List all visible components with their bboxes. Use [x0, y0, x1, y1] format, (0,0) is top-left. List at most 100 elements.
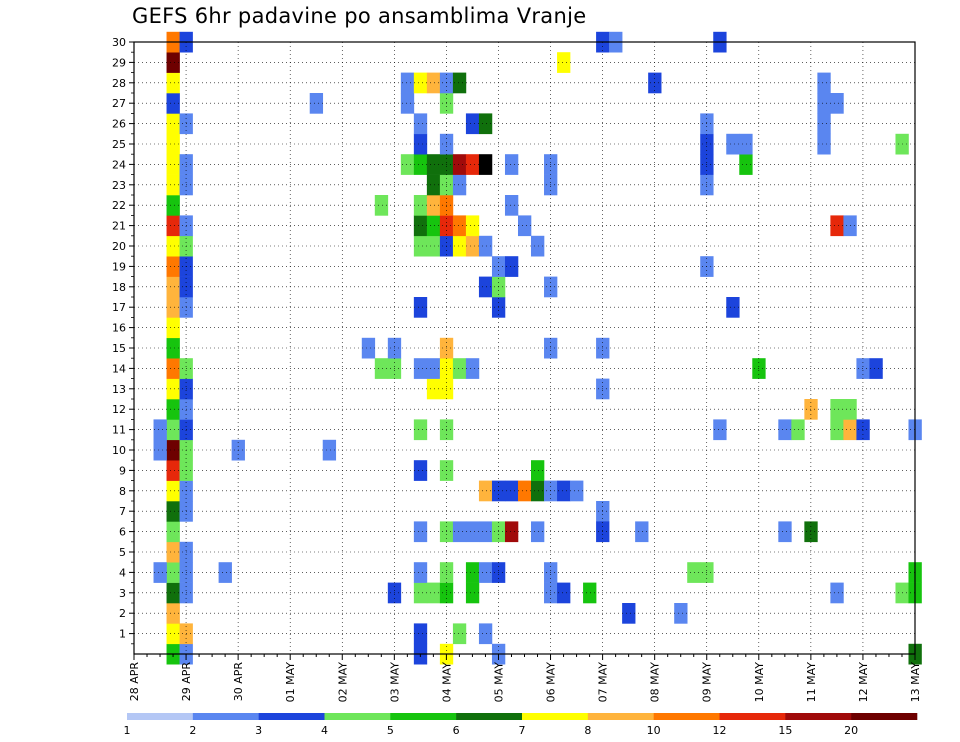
- heatmap-cell: [413, 562, 428, 583]
- heatmap-cell: [426, 72, 441, 94]
- heatmap-cell: [413, 113, 428, 135]
- heatmap-cell: [322, 439, 337, 461]
- heatmap-cell: [452, 215, 467, 237]
- y-tick-label: 1: [119, 628, 126, 641]
- heatmap-cell: [426, 378, 441, 400]
- heatmap-cell: [426, 195, 441, 216]
- heatmap-cell: [166, 603, 180, 624]
- heatmap-cell: [804, 521, 818, 543]
- y-tick-label: 28: [112, 77, 126, 90]
- heatmap-cell: [452, 72, 467, 94]
- y-axis-ticks: 1234567891011121314151617181920212223242…: [112, 36, 134, 665]
- x-tick-label: 04 MAY: [440, 662, 453, 703]
- heatmap-cell: [478, 276, 493, 298]
- y-tick-label: 2: [119, 607, 126, 620]
- colorbar-label: 4: [321, 724, 328, 737]
- heatmap-cell: [778, 419, 792, 441]
- heatmap-cell: [817, 72, 831, 94]
- colorbar-swatch: [522, 713, 589, 720]
- heatmap-cell: [413, 195, 428, 216]
- heatmap-cell: [856, 419, 870, 441]
- heatmap-cell: [687, 562, 701, 583]
- x-tick-label: 02 MAY: [336, 662, 349, 703]
- heatmap-cell: [583, 582, 597, 604]
- axes: [133, 41, 916, 655]
- heatmap-cell: [478, 154, 493, 175]
- y-tick-label: 19: [112, 260, 126, 273]
- heatmap-cell: [166, 174, 180, 196]
- heatmap-cell: [153, 439, 167, 461]
- heatmap-cell: [166, 317, 180, 339]
- x-tick-label: 06 MAY: [545, 662, 558, 703]
- heatmap-cell: [400, 154, 415, 175]
- heatmap-cell: [374, 195, 389, 216]
- heatmap-cell: [361, 337, 376, 359]
- heatmap-cell: [478, 113, 493, 135]
- heatmap-cell: [531, 460, 545, 481]
- y-tick-label: 3: [119, 587, 126, 600]
- heatmap-cell: [504, 521, 519, 543]
- y-tick-label: 9: [119, 464, 126, 477]
- heatmap-cell: [869, 358, 883, 379]
- heatmap-cell: [517, 215, 532, 237]
- heatmap-cell: [413, 419, 428, 441]
- x-tick-label: 30 APR: [232, 662, 245, 702]
- heatmap-cell: [465, 215, 480, 237]
- y-tick-label: 15: [112, 342, 126, 355]
- heatmap-cell: [830, 419, 844, 441]
- heatmap-cell: [804, 399, 818, 420]
- colorbar-swatch: [719, 713, 786, 720]
- x-tick-label: 07 MAY: [597, 662, 610, 703]
- heatmap-cell: [374, 358, 389, 379]
- y-tick-label: 23: [112, 179, 126, 192]
- x-tick-label: 05 MAY: [492, 662, 505, 703]
- colorbar-swatch: [390, 713, 457, 720]
- y-tick-label: 8: [119, 485, 126, 498]
- heatmap-cell: [504, 480, 519, 502]
- heatmap-cell: [413, 460, 428, 481]
- heatmap-cell: [557, 480, 571, 502]
- colorbar-swatch: [258, 713, 325, 720]
- y-tick-label: 20: [112, 240, 126, 253]
- heatmap-cell: [426, 174, 441, 196]
- plot-frame: [133, 41, 916, 655]
- colorbar-swatch: [653, 713, 720, 720]
- y-tick-label: 6: [119, 526, 126, 539]
- y-tick-label: 30: [112, 36, 126, 49]
- heatmap-cell: [166, 378, 180, 400]
- heatmap-cell: [817, 113, 831, 135]
- x-tick-label: 11 MAY: [805, 662, 818, 703]
- heatmap-cell: [452, 235, 467, 257]
- y-tick-label: 27: [112, 97, 126, 110]
- colorbar-label: 3: [255, 724, 262, 737]
- heatmap-cell: [166, 276, 180, 298]
- heatmap-cell: [166, 501, 180, 522]
- heatmap-cell: [452, 358, 467, 379]
- colorbar-swatch: [587, 713, 654, 720]
- heatmap-cell: [622, 603, 636, 624]
- heatmap-cell: [413, 623, 428, 645]
- chart-title: GEFS 6hr padavine po ansamblima Vranje: [132, 4, 587, 28]
- heatmap-cell: [166, 582, 180, 604]
- x-axis-ticks: 28 APR 29 APR 30 APR 01 MAY 02 MAY 03 MAY 04 M…: [128, 654, 922, 702]
- colorbar-label: 2: [189, 724, 196, 737]
- heatmap-cell: [465, 113, 480, 135]
- y-tick-label: 14: [112, 362, 126, 375]
- heatmap-cell: [166, 419, 180, 441]
- heatmap-cell: [504, 154, 519, 175]
- heatmap-cell: [726, 297, 740, 318]
- heatmap-cell: [218, 562, 232, 583]
- heatmap-cell: [465, 235, 480, 257]
- heatmap-cell: [504, 256, 519, 277]
- heatmap-cell: [465, 521, 480, 543]
- heatmap-cell: [830, 399, 844, 420]
- heatmap-cell: [426, 582, 441, 604]
- heatmap-cell: [531, 521, 545, 543]
- colorbar-label: 1: [124, 724, 131, 737]
- x-tick-label: 10 MAY: [753, 662, 766, 703]
- heatmap-cell: [557, 52, 571, 73]
- heatmap-cell: [517, 480, 532, 502]
- heatmap-cell: [452, 174, 467, 196]
- heatmap-cell: [674, 603, 688, 624]
- heatmap-cell: [726, 133, 740, 155]
